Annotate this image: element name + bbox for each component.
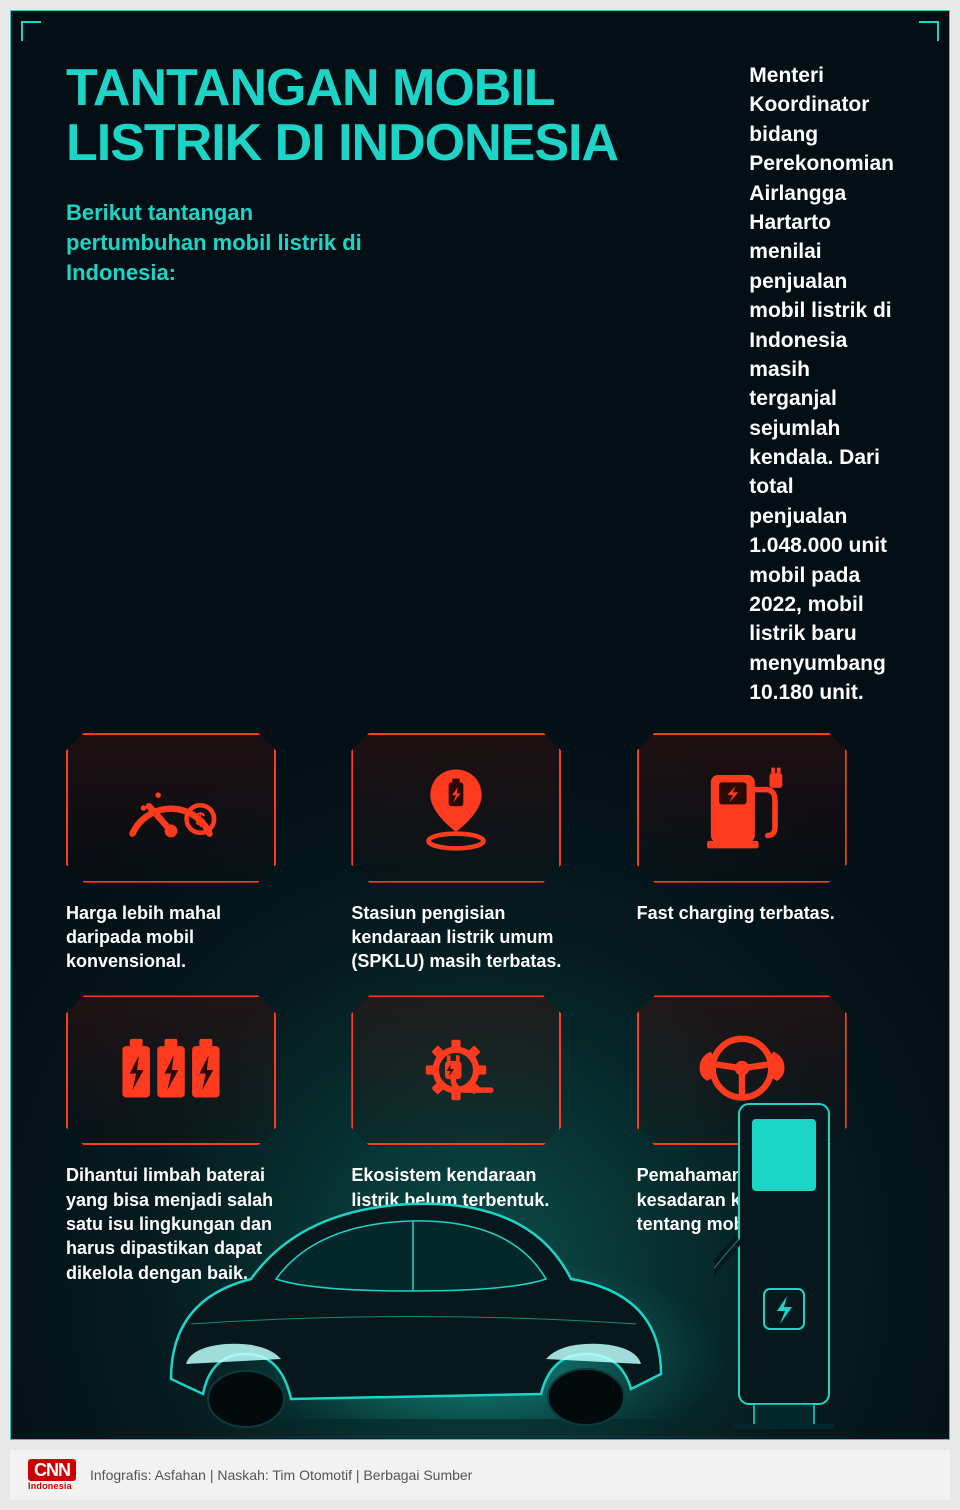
challenge-grid: $ Harga lebih mahal daripada mobil konven… xyxy=(66,733,894,1285)
challenge-caption: Fast charging terbatas. xyxy=(637,901,867,925)
challenge-caption: Ekosistem kendaraan listrik belum terben… xyxy=(351,1163,581,1212)
page-subtitle: Berikut tantangan pertumbuhan mobil list… xyxy=(66,198,366,287)
lead-paragraph: Menteri Koordinator bidang Perekonomian … xyxy=(749,61,894,708)
gear-plug-icon xyxy=(351,995,561,1145)
steering-hands-icon xyxy=(637,995,847,1145)
source-logo: CNN Indonesia xyxy=(28,1459,76,1491)
page-title: TANTANGAN MOBIL LISTRIK DI INDONESIA xyxy=(66,61,709,170)
map-pin-bolt-icon xyxy=(351,733,561,883)
challenge-card: Ekosistem kendaraan listrik belum terben… xyxy=(351,995,608,1284)
challenge-card: Stasiun pengisian kendaraan listrik umum… xyxy=(351,733,608,974)
logo-text-main: CNN xyxy=(28,1459,76,1481)
infographic-canvas: TANTANGAN MOBIL LISTRIK DI INDONESIA Ber… xyxy=(10,10,950,1440)
credits-text: Infografis: Asfahan | Naskah: Tim Otomot… xyxy=(90,1467,472,1483)
challenge-caption: Pemahaman dan kesadaran konsumen tentang… xyxy=(637,1163,867,1236)
challenge-caption: Stasiun pengisian kendaraan listrik umum… xyxy=(351,901,581,974)
corner-decoration xyxy=(919,21,939,41)
challenge-card: Dihantui limbah baterai yang bisa menjad… xyxy=(66,995,323,1284)
gauge-dollar-icon: $ xyxy=(66,733,276,883)
footer-bar: CNN Indonesia Infografis: Asfahan | Nask… xyxy=(10,1450,950,1500)
fuel-pump-bolt-icon xyxy=(637,733,847,883)
header-row: TANTANGAN MOBIL LISTRIK DI INDONESIA Ber… xyxy=(66,61,894,708)
logo-text-sub: Indonesia xyxy=(28,1482,72,1491)
corner-decoration xyxy=(21,21,41,41)
challenge-card: $ Harga lebih mahal daripada mobil konven… xyxy=(66,733,323,974)
svg-text:$: $ xyxy=(195,808,205,829)
challenge-caption: Harga lebih mahal daripada mobil konvens… xyxy=(66,901,296,974)
batteries-bolt-icon xyxy=(66,995,276,1145)
challenge-caption: Dihantui limbah baterai yang bisa menjad… xyxy=(66,1163,296,1284)
challenge-card: Fast charging terbatas. xyxy=(637,733,894,974)
challenge-card: Pemahaman dan kesadaran konsumen tentang… xyxy=(637,995,894,1284)
